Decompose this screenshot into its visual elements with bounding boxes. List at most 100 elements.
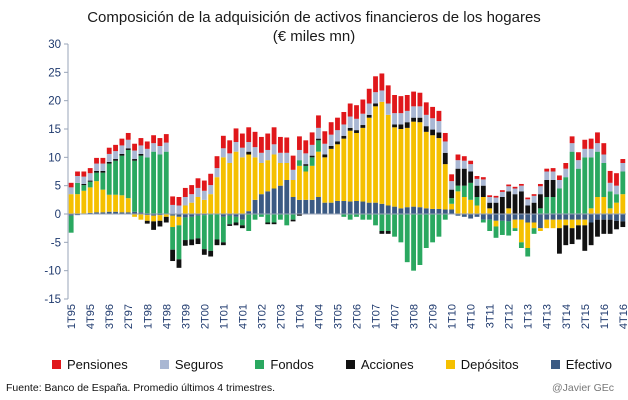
bar-segment-seguros [411, 106, 416, 118]
bar-segment-acciones [265, 222, 271, 225]
bar-segment-fondos [265, 214, 271, 223]
bar-segment-fondos [385, 214, 391, 231]
bar-segment-depósitos [94, 181, 99, 213]
bar-segment-depósitos [557, 219, 562, 229]
bar-segment-efectivo [512, 214, 518, 220]
bar-segment-fondos [163, 151, 169, 214]
bar-segment-seguros [284, 152, 290, 163]
bar-segment-depósitos [379, 101, 385, 204]
bar-segment-acciones [557, 228, 562, 254]
bar-segment-efectivo [151, 214, 157, 216]
bar-segment-pensiones [417, 92, 423, 107]
bar-segment-seguros [493, 197, 499, 203]
bar-segment-acciones [360, 125, 366, 128]
bar-segment-depósitos [525, 222, 531, 248]
bar-segment-efectivo [157, 214, 163, 216]
bar-segment-seguros [455, 160, 461, 169]
bar-segment-pensiones [144, 141, 150, 149]
bar-segment-fondos [398, 214, 404, 243]
bar-segment-efectivo [563, 214, 569, 220]
bar-segment-depósitos [81, 190, 87, 214]
x-tick-label: 3T08 [409, 304, 421, 329]
bar-segment-fondos [195, 215, 201, 239]
bar-segment-efectivo [366, 202, 372, 214]
bar-segment-seguros [607, 182, 613, 192]
bar-segment-depósitos [309, 165, 315, 200]
bar-segment-acciones [576, 225, 581, 240]
x-tick-label: 3T99 [180, 304, 192, 329]
bar-segment-pensiones [119, 138, 125, 146]
x-tick-label: 1T07 [371, 304, 383, 329]
bar-segment-efectivo [430, 208, 436, 214]
bar-segment-seguros [423, 114, 429, 127]
bar-segment-seguros [220, 148, 226, 158]
chart-title: Composición de la adquisición de activos… [0, 8, 628, 46]
bar-segment-seguros [265, 149, 271, 161]
bar-segment-depósitos [614, 202, 619, 214]
bar-segment-acciones [398, 124, 404, 129]
bar-segment-fondos [233, 216, 239, 223]
bar-segment-depósitos [297, 165, 302, 200]
bar-segment-seguros [366, 103, 372, 115]
bar-segment-acciones [379, 231, 385, 234]
bar-segment-seguros [316, 127, 321, 139]
bar-segment-efectivo [309, 199, 315, 214]
bar-segment-acciones [106, 161, 112, 164]
bar-segment-efectivo [94, 212, 99, 214]
bar-segment-efectivo [461, 214, 467, 217]
bar-segment-efectivo [284, 180, 290, 214]
bar-segment-fondos [569, 151, 575, 214]
bar-segment-acciones [544, 180, 550, 197]
bar-segment-fondos [100, 172, 106, 190]
bar-segment-efectivo [132, 211, 137, 214]
bar-segment-fondos [81, 185, 87, 191]
author-credit: @Javier GEc [551, 382, 614, 394]
bar-segment-acciones [100, 170, 106, 173]
bar-segment-pensiones [157, 138, 163, 146]
bar-segment-efectivo [297, 199, 302, 214]
bar-segment-seguros [417, 106, 423, 118]
bar-segment-acciones [607, 219, 613, 234]
bar-segment-depósitos [227, 163, 233, 214]
bar-segment-acciones [347, 127, 353, 131]
bar-segment-fondos [246, 214, 252, 231]
bar-segment-acciones [518, 191, 524, 214]
bar-segment-efectivo [417, 207, 423, 214]
bar-segment-efectivo [544, 214, 550, 220]
bar-segment-seguros [119, 145, 125, 154]
source-note: Fuente: Banco de España. Promedio último… [6, 382, 276, 394]
bar-segment-acciones [303, 164, 309, 166]
bar-segment-depósitos [563, 219, 569, 226]
bar-segment-pensiones [563, 163, 569, 169]
bar-segment-fondos [423, 214, 429, 248]
bar-segment-pensiones [75, 171, 80, 177]
legend-label: Pensiones [67, 356, 128, 372]
bar-segment-fondos [442, 214, 448, 220]
y-tick-label: 10 [48, 152, 61, 164]
bar-segment-depósitos [550, 219, 556, 229]
bar-segment-seguros [151, 143, 157, 152]
bar-segment-seguros [201, 190, 207, 200]
bar-segment-acciones [436, 132, 442, 139]
bar-segment-pensiones [423, 102, 429, 115]
bar-segment-depósitos [75, 194, 80, 214]
bar-segment-seguros [341, 124, 347, 136]
bar-segment-acciones [163, 216, 169, 223]
legend-swatch [255, 359, 265, 369]
bar-segment-seguros [309, 144, 315, 156]
bar-segment-depósitos [341, 138, 347, 201]
bar-segment-efectivo [607, 214, 613, 220]
bar-segment-acciones [81, 183, 87, 186]
bar-segment-pensiones [239, 133, 245, 148]
bar-segment-seguros [75, 176, 80, 183]
bar-segment-pensiones [125, 132, 131, 140]
bar-segment-seguros [442, 141, 448, 153]
bar-segment-seguros [474, 178, 480, 186]
bar-segment-pensiones [620, 159, 626, 163]
bar-segment-acciones [620, 221, 626, 228]
bar-segment-fondos [182, 217, 188, 241]
bar-segment-efectivo [220, 214, 226, 217]
bar-segment-acciones [525, 205, 531, 214]
bar-segment-depósitos [316, 151, 321, 197]
bar-segment-seguros [461, 160, 467, 169]
